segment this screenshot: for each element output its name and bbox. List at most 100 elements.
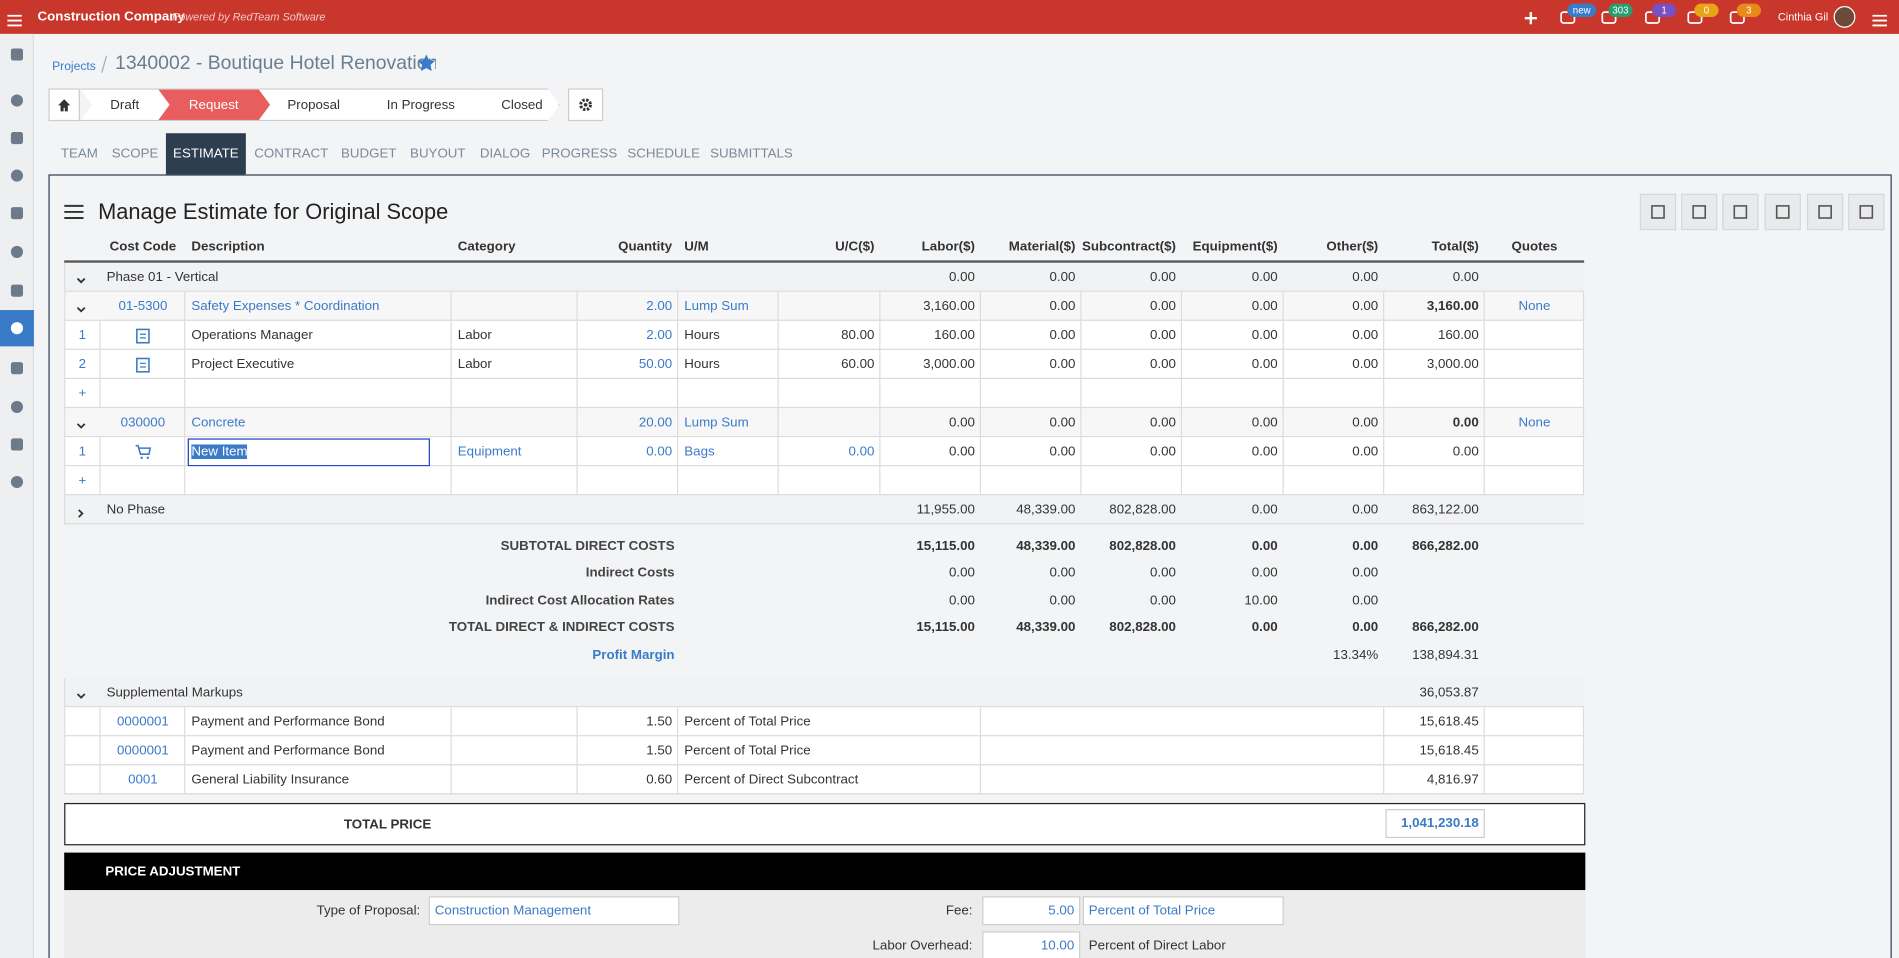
total-field [1385,809,1485,839]
add-icon[interactable] [1524,10,1539,25]
cell [64,707,101,737]
toolbar-button[interactable] [1806,193,1844,231]
sidebar-icon[interactable] [10,243,25,258]
field[interactable] [982,931,1081,958]
cell [185,408,452,438]
clipboard-icon[interactable] [134,356,151,373]
cost-code[interactable]: 01-5300 [118,299,168,314]
breadcrumb-link[interactable]: Projects [52,59,96,74]
sidebar-icon[interactable] [10,282,25,297]
amount: 0.00 [1049,270,1076,285]
toolbar-button[interactable] [1848,193,1885,231]
unit: Percent of Total Price [684,714,811,730]
section-label: Supplemental Markups [106,685,243,701]
chevron[interactable] [75,687,87,699]
cost-code[interactable]: 030000 [120,415,166,430]
field[interactable] [982,896,1081,926]
cell [451,466,578,496]
cell [1384,320,1485,351]
add-row[interactable]: + [78,386,87,401]
tab[interactable]: BUDGET [341,146,397,162]
summary-amount: 15,115.00 [916,538,975,554]
stage-label: In Progress [386,97,455,113]
cell [577,350,679,380]
tab[interactable]: SCOPE [111,146,159,162]
stage[interactable] [472,88,559,121]
total-value: 1,041,230.18 [1400,816,1479,831]
cell [980,736,1385,766]
sidebar-icon[interactable] [10,360,25,375]
markup-code[interactable]: 0001 [128,772,158,788]
quotes[interactable]: None [1518,299,1551,314]
amount: 3,160.00 [1426,299,1479,314]
sidebar-icon[interactable] [10,474,25,489]
toolbar-button[interactable] [1639,193,1677,231]
description: Operations Manager [191,328,313,343]
summary-amount: 866,282.00 [1412,538,1479,554]
clipboard-icon[interactable] [134,327,151,344]
stage-label: Draft [110,97,140,113]
tab[interactable]: SCHEDULE [627,146,700,162]
cell [980,350,1082,380]
amount: 4,816.97 [1426,772,1479,788]
stage[interactable] [157,88,270,121]
markup-code[interactable]: 0000001 [116,743,169,759]
category: Equipment [457,444,522,460]
unit: Lump Sum [684,415,749,430]
summary-label[interactable]: Profit Margin [592,647,675,663]
sidebar-icon[interactable] [10,320,25,335]
chevron[interactable] [75,300,87,313]
cell [185,736,452,766]
tab[interactable]: TEAM [60,146,98,162]
star-icon[interactable] [417,53,436,72]
badge: 0 [1694,3,1719,17]
tab[interactable]: SUBMITTALS [710,146,793,162]
selected-text[interactable]: New Item [191,444,248,460]
menu-icon[interactable] [1872,11,1889,27]
chevron[interactable] [75,504,87,518]
sidebar-icon[interactable] [10,436,25,451]
markup-code[interactable]: 0000001 [116,714,169,730]
stage[interactable] [80,88,170,121]
chevron[interactable] [75,271,87,284]
toolbar-button[interactable] [1722,193,1759,231]
tab[interactable]: DIALOG [479,146,531,162]
amount: 0.00 [1251,415,1278,430]
sidebar-icon[interactable] [10,92,25,107]
tab[interactable]: CONTRACT [254,146,329,162]
column-header: Cost Code [109,239,177,255]
field[interactable] [1082,896,1284,926]
description[interactable]: New Item [185,437,451,466]
quotes[interactable]: None [1518,415,1551,430]
cell [1384,437,1485,467]
toolbar-button[interactable] [1764,193,1801,231]
tab[interactable]: ESTIMATE [173,146,239,162]
cart-icon[interactable] [134,443,152,460]
sidebar-icon[interactable] [10,130,25,145]
column-header: Category [457,239,516,255]
cell [1484,379,1585,409]
sidebar-icon[interactable] [10,205,25,220]
stage[interactable] [258,88,369,121]
amount: 0.00 [1452,444,1479,460]
description[interactable]: Safety Expenses * Coordination [191,299,380,314]
sidebar-icon[interactable] [10,167,25,182]
cell [980,466,1082,496]
chevron[interactable] [75,417,87,429]
cell [678,736,981,766]
row [64,350,1585,380]
menu-icon[interactable] [64,203,84,220]
stage[interactable] [357,88,484,121]
sidebar-icon[interactable] [10,398,25,413]
toolbar-button[interactable] [1681,193,1718,231]
add-row[interactable]: + [78,473,87,489]
tab[interactable]: BUYOUT [410,146,466,162]
amount: 0.00 [1150,357,1176,372]
cell [1081,320,1183,351]
field[interactable] [428,896,680,926]
sidebar-icon[interactable] [10,46,25,61]
menu-icon[interactable] [7,11,24,27]
cell [577,291,679,321]
description[interactable]: Concrete [191,415,246,430]
tab[interactable]: PROGRESS [541,146,618,162]
